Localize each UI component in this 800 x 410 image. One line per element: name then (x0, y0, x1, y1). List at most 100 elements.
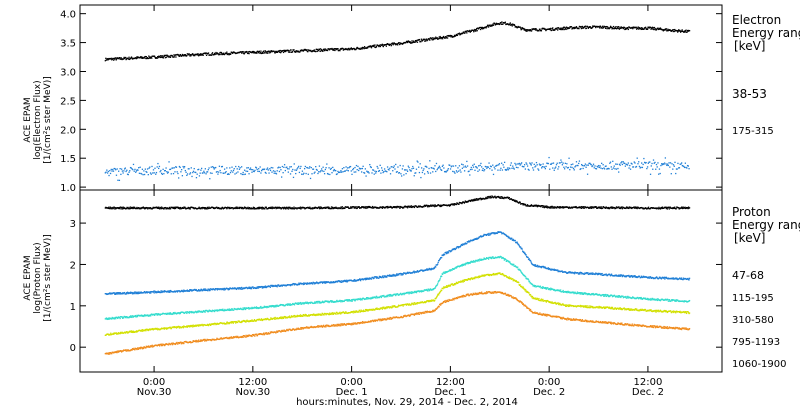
proton-point (450, 250, 453, 252)
electron-point (495, 23, 497, 25)
electron-point (255, 52, 257, 54)
proton-point (140, 291, 143, 293)
proton-point (265, 206, 267, 208)
electron-point (415, 41, 417, 43)
electron-point (483, 169, 486, 171)
electron-point (347, 49, 349, 51)
electron-point (321, 170, 324, 172)
proton-point (598, 207, 600, 209)
electron-point (592, 163, 595, 165)
proton-point (201, 207, 203, 210)
proton-point (472, 200, 474, 202)
proton-point (142, 207, 144, 209)
proton-point (258, 286, 260, 289)
electron-series-1 (104, 21, 691, 62)
proton-point (413, 270, 415, 272)
proton-point (169, 312, 172, 314)
electron-point (419, 163, 421, 165)
proton-point (599, 206, 601, 208)
electron-point (519, 164, 521, 166)
electron-point (651, 162, 653, 165)
proton-point (386, 205, 388, 208)
proton-point (140, 315, 142, 317)
proton-point (264, 286, 266, 289)
proton-point (459, 245, 462, 248)
proton-point (401, 273, 403, 275)
electron-point (526, 163, 528, 165)
electron-point (523, 166, 525, 168)
proton-point (297, 303, 300, 305)
proton-point (249, 207, 251, 209)
proton-point (121, 293, 123, 295)
electron-point (525, 29, 528, 31)
electron-point (325, 167, 327, 169)
electron-point (631, 26, 633, 29)
proton-point (634, 207, 636, 209)
proton-point (679, 208, 681, 210)
electron-point (232, 169, 235, 172)
electron-point (498, 164, 500, 166)
proton-series-2 (104, 231, 691, 296)
proton-point (132, 207, 134, 210)
electron-point (241, 173, 244, 176)
proton-point (157, 206, 159, 209)
proton-point (390, 274, 392, 277)
electron-point (189, 54, 191, 56)
electron-point (574, 166, 576, 168)
electron-point (493, 166, 495, 168)
electron-point (246, 51, 248, 53)
proton-point (582, 207, 584, 209)
proton-point (281, 304, 284, 306)
proton-point (671, 207, 673, 209)
electron-point (339, 50, 341, 52)
proton-point (547, 206, 549, 208)
electron-point (116, 168, 118, 170)
electron-point (156, 57, 158, 59)
electron-point (192, 53, 194, 55)
electron-point (202, 54, 204, 57)
electron-point (489, 165, 492, 167)
proton-point (206, 208, 208, 210)
proton-point (202, 310, 205, 312)
proton-point (635, 207, 637, 209)
proton-point (177, 206, 179, 208)
proton-point (522, 204, 524, 206)
electron-point (604, 165, 607, 167)
electron-point (306, 167, 309, 169)
electron-point (340, 171, 343, 173)
electron-point (300, 50, 302, 52)
electron-point (526, 165, 529, 167)
proton-point (268, 306, 270, 308)
proton-point (532, 205, 535, 207)
proton-point (615, 207, 617, 210)
proton-point (674, 278, 676, 280)
electron-point (209, 172, 212, 174)
electron-point (289, 51, 291, 53)
electron-point (110, 168, 112, 171)
electron-point (356, 169, 358, 171)
electron-point (446, 170, 448, 172)
proton-point (496, 232, 499, 234)
proton-point (518, 202, 520, 204)
proton-point (240, 287, 242, 289)
electron-point (486, 25, 488, 28)
electron-point (324, 48, 327, 50)
proton-point (149, 291, 151, 293)
electron-point (291, 51, 294, 53)
proton-point (274, 305, 276, 308)
proton-point (567, 206, 569, 208)
electron-point (516, 163, 518, 165)
proton-point (332, 281, 334, 284)
proton-point (216, 310, 219, 312)
proton-point (192, 311, 194, 313)
proton-point (341, 300, 344, 303)
electron-point (338, 171, 341, 173)
proton-point (523, 203, 526, 205)
proton-point (611, 206, 614, 208)
electron-point (230, 170, 232, 172)
electron-point (265, 50, 267, 53)
proton-point (477, 198, 479, 200)
electron-point (481, 27, 483, 30)
electron-point (481, 26, 483, 29)
electron-point (118, 57, 120, 60)
